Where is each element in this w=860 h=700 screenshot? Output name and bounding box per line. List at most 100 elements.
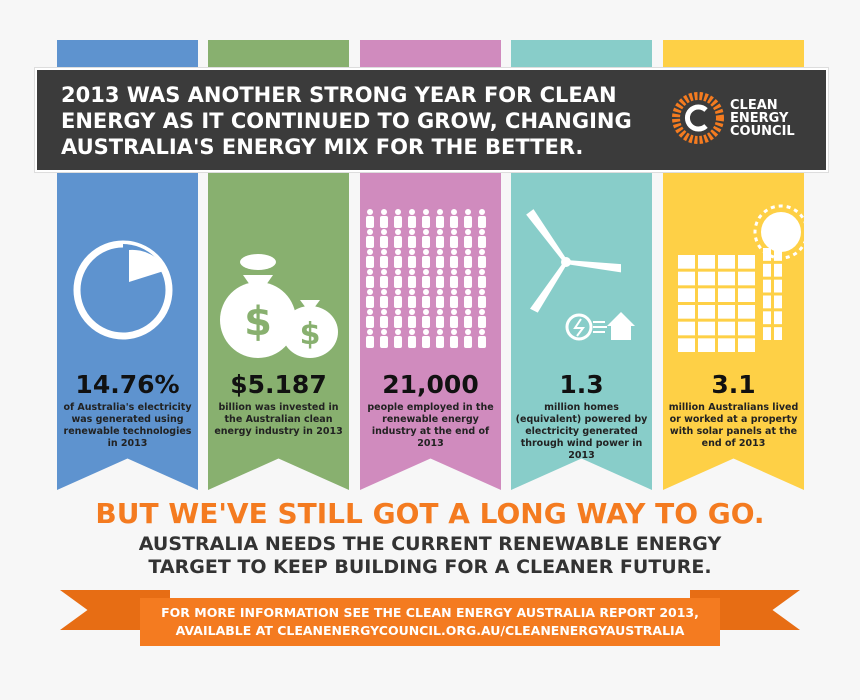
stat-description: billion was invested in the Australian c… — [214, 402, 343, 437]
person-figure — [366, 209, 374, 228]
person-figure — [478, 269, 486, 288]
person-figure — [366, 289, 374, 308]
person-figure — [450, 289, 458, 308]
person-figure — [436, 209, 444, 228]
solar-cell — [763, 295, 771, 309]
person-figure — [436, 289, 444, 308]
person-figure — [408, 309, 416, 328]
person-figure — [380, 269, 388, 288]
solar-cell — [738, 321, 755, 336]
person-figure — [422, 249, 430, 268]
person-figure — [478, 289, 486, 308]
person-figure — [464, 229, 472, 248]
stat-description: million homes (equivalent) powered by el… — [515, 402, 648, 461]
person-figure — [450, 209, 458, 228]
person-figure — [408, 269, 416, 288]
person-figure — [436, 269, 444, 288]
person-figure — [366, 229, 374, 248]
solar-cell — [738, 271, 755, 286]
solar-cell — [718, 338, 735, 352]
solar-cell — [698, 338, 715, 352]
solar-cell — [763, 248, 771, 261]
solar-cell — [774, 248, 782, 261]
person-figure — [464, 249, 472, 268]
person-figure — [394, 309, 402, 328]
logo-icon — [672, 92, 724, 144]
money-bags-icon: $ $ — [220, 254, 338, 358]
person-figure — [478, 309, 486, 328]
person-figure — [450, 229, 458, 248]
solar-cell — [718, 255, 735, 269]
footer-link[interactable]: AVAILABLE AT CLEANENERGYCOUNCIL.ORG.AU/C… — [175, 623, 685, 638]
solar-cell — [763, 327, 771, 340]
person-figure — [436, 309, 444, 328]
svg-text:$: $ — [300, 317, 321, 352]
person-figure — [422, 329, 430, 348]
solar-cell — [678, 321, 695, 336]
solar-cell — [774, 263, 782, 277]
svg-text:$: $ — [244, 299, 272, 345]
stat-value: 3.1 — [711, 370, 756, 399]
person-figure — [422, 289, 430, 308]
solar-cell — [763, 311, 771, 325]
stat-description: of Australia's electricity was generated… — [63, 402, 192, 449]
person-figure — [422, 269, 430, 288]
person-figure — [408, 249, 416, 268]
clean-energy-council-logo: CLEAN ENERGY COUNCIL — [672, 92, 810, 144]
person-figure — [366, 329, 374, 348]
stat-value: 1.3 — [559, 370, 604, 399]
person-figure — [394, 329, 402, 348]
person-figure — [422, 209, 430, 228]
stat-value: 14.76% — [75, 370, 180, 399]
person-figure — [478, 229, 486, 248]
person-figure — [366, 269, 374, 288]
solar-cell — [738, 305, 755, 319]
solar-cell — [678, 255, 695, 269]
person-figure — [366, 249, 374, 268]
person-figure — [394, 249, 402, 268]
solar-cell — [698, 255, 715, 269]
wind-turbine-icon — [526, 209, 635, 341]
solar-cell — [698, 288, 715, 302]
footer-text: FOR MORE INFORMATION SEE THE CLEAN ENERG… — [60, 604, 800, 640]
solar-cell — [774, 279, 782, 293]
person-figure — [408, 289, 416, 308]
person-figure — [380, 309, 388, 328]
solar-cell — [698, 321, 715, 336]
solar-cell — [678, 305, 695, 319]
person-figure — [436, 249, 444, 268]
person-figure — [450, 329, 458, 348]
solar-cell — [718, 271, 735, 286]
person-figure — [464, 209, 472, 228]
person-figure — [394, 269, 402, 288]
person-figure — [408, 209, 416, 228]
person-figure — [422, 229, 430, 248]
stat-description: people employed in the renewable energy … — [367, 402, 494, 449]
solar-cell — [698, 271, 715, 286]
solar-cell — [718, 288, 735, 302]
solar-cell — [763, 263, 771, 277]
person-figure — [478, 249, 486, 268]
person-figure — [450, 269, 458, 288]
person-figure — [436, 229, 444, 248]
stat-value: 21,000 — [382, 370, 479, 399]
person-figure — [478, 329, 486, 348]
person-figure — [478, 209, 486, 228]
solar-cell — [774, 327, 782, 340]
header-title: 2013 WAS ANOTHER STRONG YEAR FOR CLEAN E… — [61, 83, 632, 159]
person-figure — [464, 289, 472, 308]
person-figure — [380, 229, 388, 248]
person-figure — [436, 329, 444, 348]
person-figure — [450, 309, 458, 328]
header-banner: 2013 WAS ANOTHER STRONG YEAR FOR CLEAN E… — [35, 68, 828, 172]
ribbon-main — [140, 598, 720, 646]
solar-cell — [678, 271, 695, 286]
person-figure — [380, 209, 388, 228]
subheadline: AUSTRALIA NEEDS THE CURRENT RENEWABLE EN… — [0, 533, 860, 579]
solar-cell — [738, 288, 755, 302]
solar-cell — [763, 279, 771, 293]
solar-cell — [678, 338, 695, 352]
solar-cell — [718, 305, 735, 319]
solar-cell — [678, 288, 695, 302]
person-figure — [408, 329, 416, 348]
